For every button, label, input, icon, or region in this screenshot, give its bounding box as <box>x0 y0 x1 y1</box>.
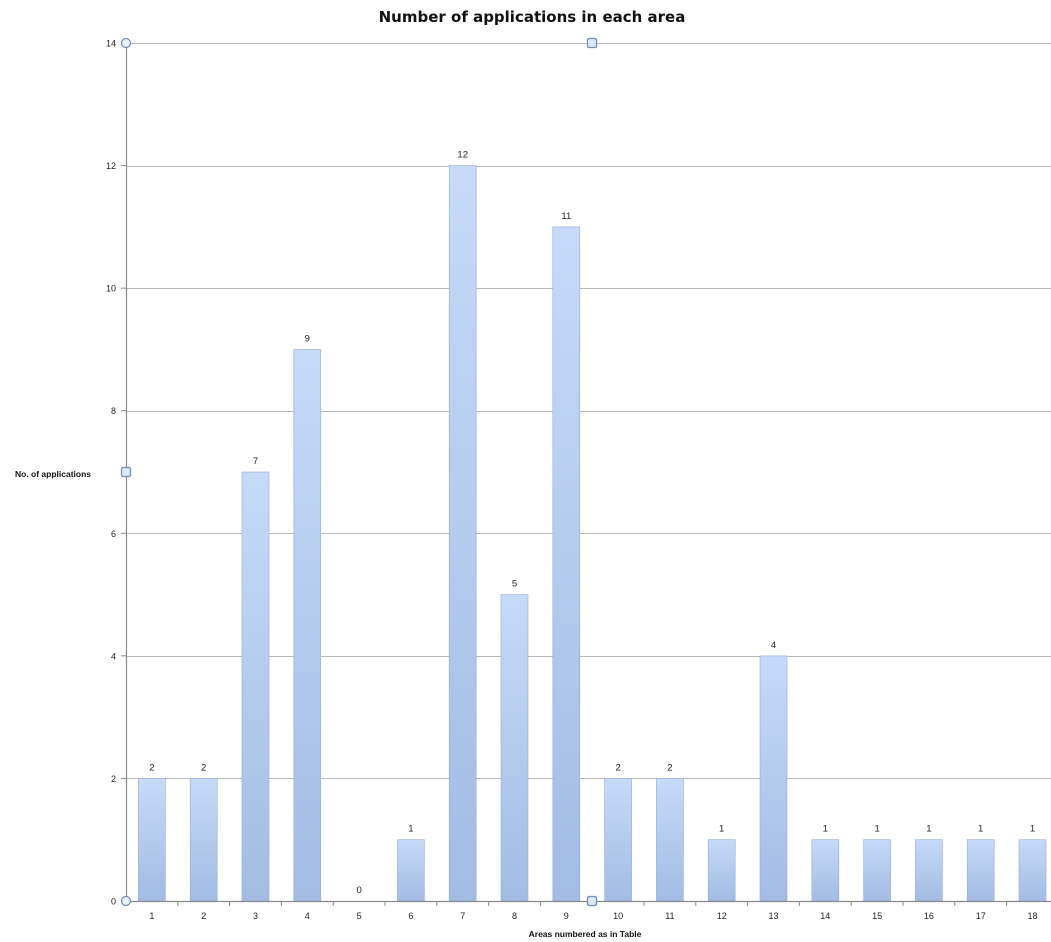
bar-13 <box>759 655 788 902</box>
x-tick-label-5: 5 <box>357 911 362 921</box>
y-tick-label-14: 14 <box>106 39 116 49</box>
x-tick-label-16: 16 <box>924 911 934 921</box>
x-tick-label-14: 14 <box>820 911 830 921</box>
chart-selection-handles[interactable] <box>120 37 598 907</box>
gridlines <box>126 43 1051 779</box>
bar-3 <box>241 471 270 902</box>
y-tick-label-0: 0 <box>111 897 116 907</box>
y-tick-label-12: 12 <box>106 161 116 171</box>
data-label-8: 5 <box>512 579 517 590</box>
y-tick-label-2: 2 <box>111 774 116 784</box>
data-label-13: 4 <box>771 640 776 651</box>
bars <box>138 165 1047 902</box>
data-label-16: 1 <box>926 824 931 835</box>
x-tick-label-17: 17 <box>976 911 986 921</box>
bar-4 <box>293 349 322 902</box>
y-tick-label-4: 4 <box>111 651 116 661</box>
bar-15 <box>863 839 891 902</box>
x-tick-label-18: 18 <box>1027 911 1037 921</box>
x-tick-label-8: 8 <box>512 911 517 921</box>
data-label-6: 1 <box>408 824 413 835</box>
data-label-1: 2 <box>149 762 154 773</box>
data-label-14: 1 <box>823 824 828 835</box>
bar-7 <box>448 165 477 902</box>
handle-middle-left[interactable] <box>120 466 132 478</box>
y-tick-label-8: 8 <box>111 406 116 416</box>
handle-bottom-middle[interactable] <box>586 895 598 907</box>
x-tick-label-13: 13 <box>768 911 778 921</box>
data-label-4: 9 <box>305 333 310 344</box>
x-tick-label-10: 10 <box>613 911 623 921</box>
y-tick-label-10: 10 <box>106 284 116 294</box>
chart-title: Number of applications in each area <box>379 8 686 26</box>
bar-11 <box>656 778 684 902</box>
y-axis-label: No. of applications <box>15 469 91 479</box>
data-label-3: 7 <box>253 456 258 467</box>
data-label-18: 1 <box>1030 824 1035 835</box>
data-label-15: 1 <box>874 824 879 835</box>
bar-2 <box>189 778 218 902</box>
data-label-17: 1 <box>978 824 983 835</box>
x-tick-label-12: 12 <box>717 911 727 921</box>
data-label-11: 2 <box>667 762 672 773</box>
data-label-12: 1 <box>719 824 724 835</box>
bar-18 <box>1018 839 1047 902</box>
handle-top-left[interactable] <box>120 37 132 49</box>
bar-10 <box>604 778 632 902</box>
x-tick-label-9: 9 <box>564 911 569 921</box>
bar-9 <box>552 226 581 902</box>
bar-8 <box>500 594 529 902</box>
handle-bottom-left[interactable] <box>120 895 132 907</box>
x-tick-label-4: 4 <box>305 911 310 921</box>
y-tick-label-6: 6 <box>111 529 116 539</box>
x-tick-label-6: 6 <box>408 911 413 921</box>
bar-1 <box>138 778 166 902</box>
x-tick-label-2: 2 <box>201 911 206 921</box>
x-tick-label-1: 1 <box>149 911 154 921</box>
bar-14 <box>811 839 840 902</box>
x-tick-label-11: 11 <box>665 911 674 921</box>
data-label-2: 2 <box>201 762 206 773</box>
bar-6 <box>397 839 425 902</box>
x-tick-label-3: 3 <box>253 911 258 921</box>
bar-17 <box>966 839 995 902</box>
x-tick-label-15: 15 <box>872 911 882 921</box>
x-tick-label-7: 7 <box>460 911 465 921</box>
handle-top-middle[interactable] <box>586 37 598 49</box>
x-axis-label: Areas numbered as in Table <box>529 929 642 939</box>
data-label-9: 11 <box>561 211 571 222</box>
bar-12 <box>707 839 736 902</box>
data-label-7: 12 <box>457 150 468 161</box>
bar-16 <box>915 839 943 902</box>
x-tick-labels: 1 2 3 4 5 6 7 8 9 10 11 12 13 14 15 16 17 18 <box>149 901 1038 921</box>
data-label-10: 2 <box>615 762 620 773</box>
data-label-5: 0 <box>356 885 361 896</box>
